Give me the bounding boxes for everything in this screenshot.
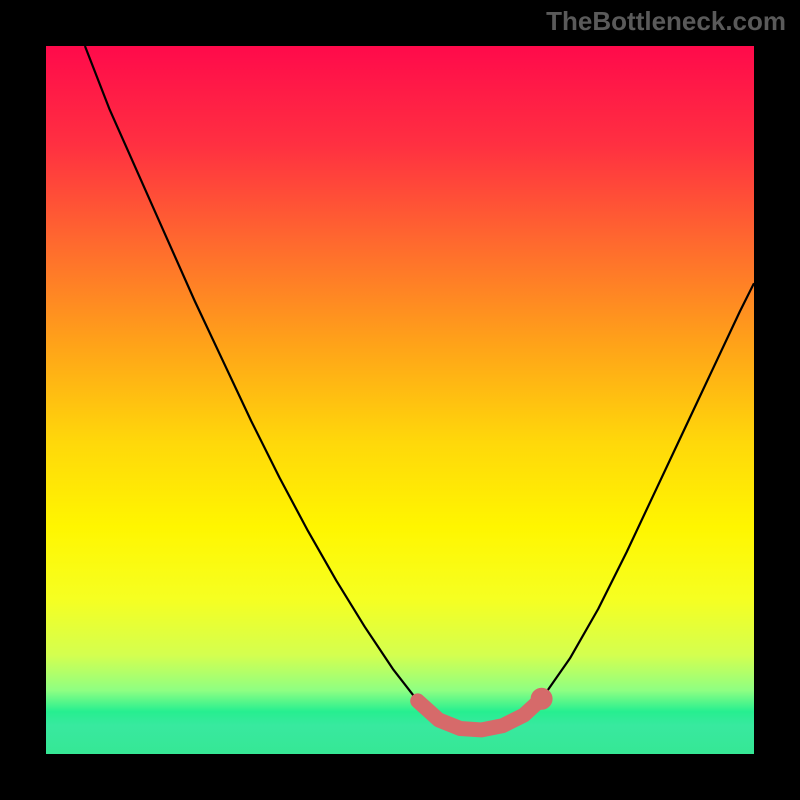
bottleneck-chart: TheBottleneck.com — [0, 0, 800, 800]
bottleneck-highlight-end-marker — [531, 688, 553, 710]
chart-background — [46, 46, 754, 754]
bottleneck-chart-svg — [0, 0, 800, 800]
